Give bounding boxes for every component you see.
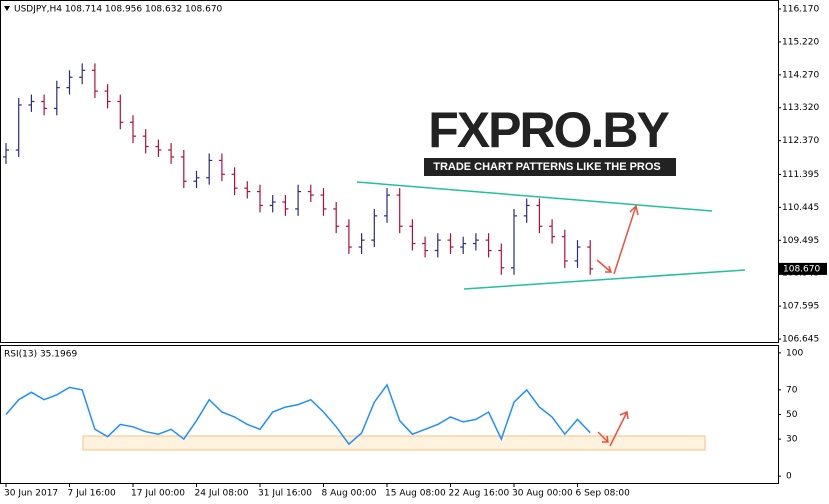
chart-title: USDJPY,H4 108.714 108.956 108.632 108.67… — [14, 5, 223, 15]
y-tick-label: 70 — [786, 385, 798, 395]
rsi-title: RSI(13) 35.1969 — [4, 350, 77, 360]
x-tick-label: 30 Jun 2017 — [4, 489, 58, 499]
trendline — [463, 269, 746, 290]
x-tick-label: 24 Jul 08:00 — [195, 489, 249, 499]
y-tick-label: 112.370 — [782, 136, 819, 146]
y-tick-label: 50 — [786, 410, 798, 420]
y-tick-label: 30 — [786, 435, 798, 445]
rsi-line — [5, 383, 591, 446]
watermark: FXPRO.BY TRADE CHART PATTERNS LIKE THE P… — [424, 102, 676, 176]
watermark-title: FXPRO.BY — [428, 102, 669, 158]
x-tick-label: 17 Jul 00:00 — [131, 489, 185, 499]
trendline — [356, 181, 713, 212]
y-tick-label: 0 — [786, 472, 792, 482]
y-tick-label: 113.320 — [782, 103, 819, 113]
x-tick-label: 7 Jul 16:00 — [68, 489, 117, 499]
watermark-band — [424, 158, 676, 176]
y-tick-label: 100 — [786, 348, 803, 358]
x-tick-label: 8 Aug 00:00 — [322, 489, 377, 499]
x-tick-label: 15 Aug 08:00 — [385, 489, 446, 499]
y-tick-label: 111.395 — [782, 170, 819, 180]
y-tick-label: 109.495 — [782, 236, 819, 246]
last-price-label: 108.670 — [783, 264, 820, 274]
price-panel — [0, 0, 779, 343]
y-tick-label: 115.220 — [782, 37, 819, 47]
arrow — [609, 410, 629, 447]
arrow — [596, 259, 613, 273]
y-tick-label: 106.645 — [782, 335, 819, 345]
menu-triangle — [4, 6, 10, 11]
x-tick-label: 30 Aug 00:00 — [512, 489, 573, 499]
y-tick-label: 116.170 — [782, 4, 819, 14]
annotations — [356, 181, 746, 447]
arrow — [613, 204, 639, 275]
y-tick-label: 114.270 — [782, 70, 819, 80]
arrow — [597, 431, 609, 443]
y-tick-label: 107.595 — [782, 302, 819, 312]
x-tick-label: 22 Aug 16:00 — [449, 489, 510, 499]
watermark-subtitle: TRADE CHART PATTERNS LIKE THE PROS — [433, 161, 661, 173]
rsi-zone — [82, 435, 706, 451]
last-price-box — [779, 262, 827, 275]
x-tick-label: 6 Sep 08:00 — [576, 489, 631, 499]
y-tick-label: 110.445 — [782, 203, 819, 213]
x-tick-label: 31 Jul 16:00 — [258, 489, 312, 499]
